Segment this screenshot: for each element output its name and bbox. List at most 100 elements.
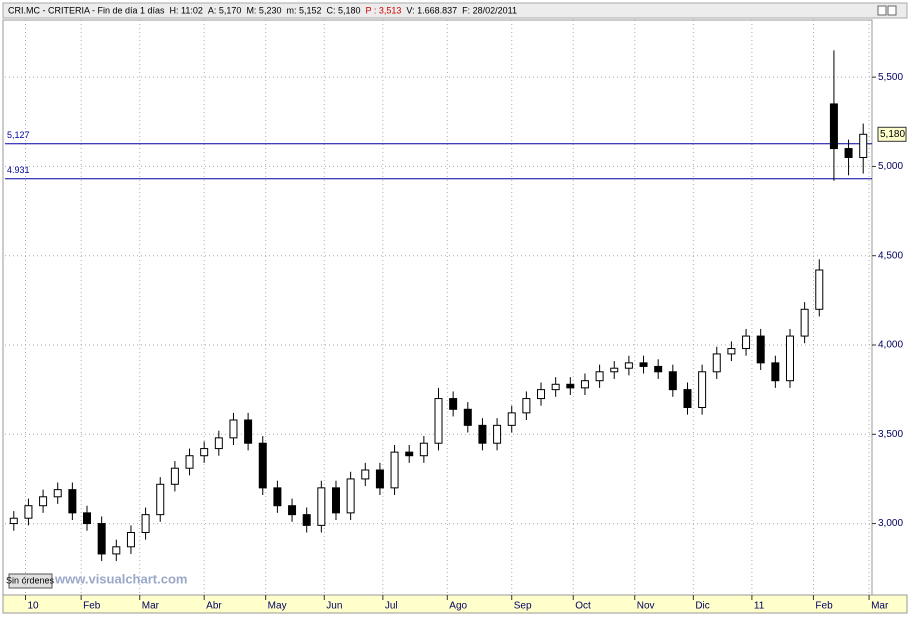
candle-body	[258, 442, 267, 489]
candle-body	[317, 487, 326, 526]
status-button[interactable]	[8, 573, 53, 589]
y-tick-label: 5,000	[878, 161, 903, 172]
candle-body	[244, 419, 253, 444]
candle-body	[742, 335, 751, 350]
candle-body	[829, 103, 838, 150]
candle-body	[580, 380, 589, 389]
candle-body	[156, 483, 165, 516]
x-tick-label: Mar	[142, 601, 160, 612]
x-tick-label: Feb	[83, 601, 101, 612]
x-tick-label: Nov	[637, 601, 655, 612]
candle-body	[698, 371, 707, 408]
candle-body	[610, 367, 619, 373]
candle-body	[537, 389, 546, 400]
candle-body	[170, 467, 179, 485]
candle-body	[859, 133, 868, 159]
candle-body	[756, 335, 765, 364]
candle-body	[346, 478, 355, 514]
candle-body	[229, 419, 238, 439]
candle-body	[112, 546, 121, 555]
support-label: 4.931	[7, 165, 30, 175]
maximize-button[interactable]	[887, 5, 897, 16]
candle-body	[375, 469, 384, 489]
last-price-box	[877, 126, 907, 142]
candle-body	[185, 455, 194, 469]
candle-body	[141, 514, 150, 534]
support-label: 5,127	[7, 130, 30, 140]
candle-body	[624, 362, 633, 369]
x-tick-label: Feb	[815, 601, 833, 612]
x-tick-label: Jul	[385, 601, 398, 612]
candle-body	[449, 398, 458, 410]
candle-body	[815, 269, 824, 310]
candle-body	[200, 448, 209, 457]
status-text: Sin órdenes	[6, 575, 55, 585]
candle-body	[551, 383, 560, 391]
minimize-button[interactable]	[877, 5, 887, 16]
candle-body	[419, 442, 428, 457]
header-bar	[2, 2, 908, 19]
candle-body	[39, 496, 48, 507]
y-tick-label: 3,000	[878, 518, 903, 529]
x-tick-label: May	[268, 601, 287, 612]
candle-body	[727, 348, 736, 355]
candle-body	[214, 437, 223, 450]
x-tick-label: Jun	[326, 601, 342, 612]
header-item: F: 28/02/2011	[462, 5, 517, 15]
candle-body	[595, 371, 604, 382]
candle-body	[844, 148, 853, 158]
x-tick-label: Oct	[575, 601, 591, 612]
candle-body	[24, 505, 33, 519]
y-tick-label: 3,500	[878, 429, 903, 440]
x-tick-label: Abr	[206, 601, 222, 612]
candle-body	[273, 487, 282, 507]
header: CRI.MC - CRITERIA - Fin de día 1 días H: …	[8, 5, 517, 15]
header-item: C: 5,180	[327, 5, 361, 15]
candle-body	[463, 408, 472, 426]
candle-body	[493, 424, 502, 444]
candle-body	[126, 532, 135, 548]
x-axis-bar	[2, 594, 908, 614]
header-item: CRI.MC - CRITERIA - Fin de día 1 días	[8, 5, 165, 15]
candle-body	[507, 412, 516, 426]
header-item: H: 11:02	[170, 5, 203, 15]
candle-body	[478, 424, 487, 444]
x-tick-label: Ago	[449, 601, 467, 612]
candle-body	[288, 505, 297, 516]
plot-area	[2, 19, 873, 596]
candle-body	[434, 398, 443, 444]
header-item: M: 5,230	[246, 5, 281, 15]
candle-body	[68, 489, 77, 514]
candle-body	[97, 523, 106, 555]
candle-body	[668, 371, 677, 391]
header-item: m: 5,152	[286, 5, 321, 15]
x-tick-label: Mar	[871, 601, 889, 612]
candle-body	[566, 383, 575, 389]
last-price-label: 5,180	[880, 129, 905, 140]
candle-body	[771, 362, 780, 382]
candle-body	[800, 308, 809, 337]
candle-body	[302, 514, 311, 526]
x-tick-label: 10	[28, 601, 40, 612]
header-item: P : 3,513	[366, 5, 402, 15]
candle-body	[9, 517, 18, 525]
candle-body	[83, 512, 92, 525]
candle-body	[712, 353, 721, 373]
candle-body	[390, 451, 399, 489]
header-item: A: 5,170	[208, 5, 242, 15]
header-item: V: 1.668.837	[406, 5, 457, 15]
candle-body	[654, 365, 663, 373]
candle-body	[639, 362, 648, 367]
x-tick-label: Sep	[514, 601, 532, 612]
y-tick-label: 4,000	[878, 340, 903, 351]
candle-body	[331, 487, 340, 514]
y-tick-label: 5,500	[878, 72, 903, 83]
candle-body	[522, 398, 531, 414]
watermark: www.visualchart.com	[54, 571, 187, 586]
candle-body	[405, 451, 414, 457]
x-tick-label: Dic	[695, 601, 709, 612]
candle-body	[683, 389, 692, 408]
candle-body	[785, 335, 794, 382]
candle-body	[53, 489, 62, 498]
